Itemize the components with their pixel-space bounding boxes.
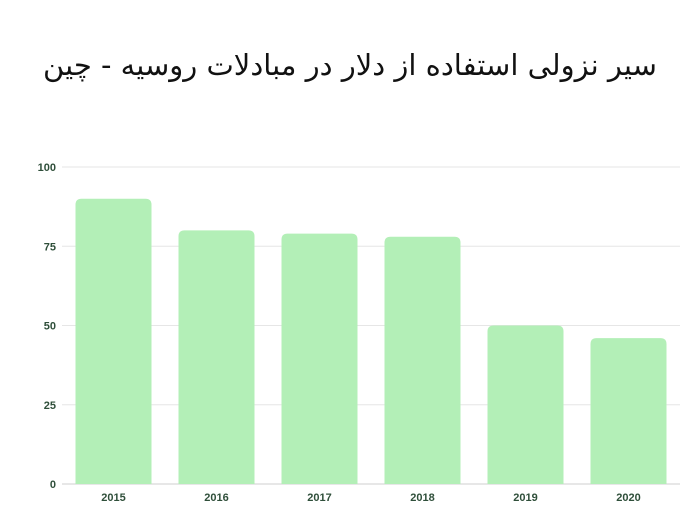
x-tick-label: 2016 (204, 492, 228, 504)
x-tick-label: 2020 (616, 492, 640, 504)
bar-2019 (487, 325, 564, 484)
y-tick-label: 0 (50, 479, 56, 491)
y-tick-label: 50 (44, 321, 56, 333)
y-tick-label: 25 (44, 400, 56, 412)
chart-title: سیر نزولی استفاده از دلار در مبادلات روس… (43, 48, 657, 82)
y-tick-label: 100 (38, 162, 56, 174)
x-tick-label: 2015 (101, 492, 125, 504)
y-tick-label: 75 (44, 241, 56, 253)
bar-2016 (178, 230, 255, 484)
x-axis-tick-labels: 2015 2016 2017 2018 2019 2020 (101, 492, 640, 504)
bars (75, 198, 667, 484)
bar-2015 (75, 198, 152, 484)
x-tick-label: 2018 (410, 492, 434, 504)
x-tick-label: 2019 (513, 492, 537, 504)
bar-2017 (281, 233, 358, 484)
x-tick-label: 2017 (307, 492, 331, 504)
bar-2020 (590, 338, 667, 484)
gridlines (62, 166, 680, 485)
bar-2018 (384, 236, 461, 484)
y-axis-tick-labels: 0 25 50 75 100 (38, 162, 56, 491)
